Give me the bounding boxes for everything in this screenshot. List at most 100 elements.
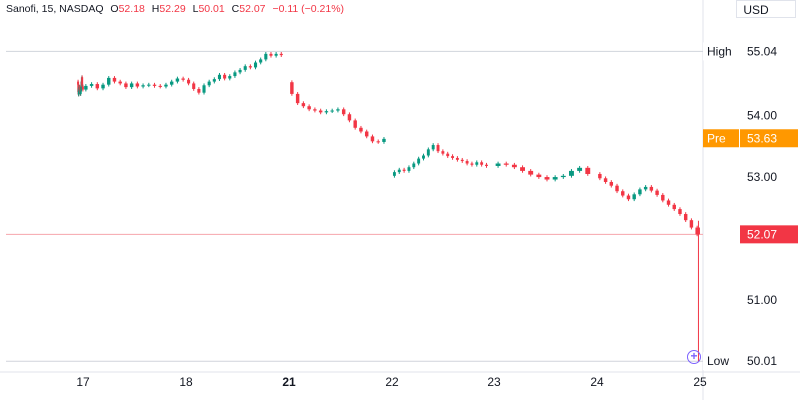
candle (382, 138, 386, 142)
candle (336, 109, 340, 111)
candle (392, 172, 396, 176)
candle (397, 169, 401, 173)
exchange-label: NASDAQ (59, 3, 104, 15)
candle (95, 84, 100, 89)
high-tag-label-bg (703, 42, 739, 61)
currency-selector[interactable]: USD (736, 0, 796, 18)
candle (129, 83, 134, 88)
candle (347, 114, 352, 121)
interval-label: 15 (41, 3, 54, 15)
pre-tag-value: 53.63 (747, 131, 777, 145)
candle (118, 81, 122, 84)
candle (223, 74, 227, 79)
candle (683, 214, 688, 221)
time-tick-label: 22 (385, 375, 399, 389)
low-value: 50.01 (198, 3, 225, 15)
time-tick-label: 17 (76, 375, 90, 389)
close-label: C (231, 3, 240, 15)
candle (678, 209, 682, 215)
close-value: 52.07 (239, 3, 266, 15)
candle (147, 84, 151, 86)
candle (560, 175, 566, 178)
candle (169, 81, 174, 85)
candle (475, 162, 479, 165)
candle (621, 191, 625, 196)
candle (124, 83, 128, 88)
candle (101, 84, 105, 89)
candle (301, 103, 306, 107)
last-tag-value: 52.07 (747, 227, 777, 241)
candle (436, 145, 440, 152)
candle (243, 66, 247, 70)
pre-tag-label: Pre (707, 131, 726, 145)
high-value: 52.29 (159, 3, 186, 15)
candle (81, 77, 84, 85)
candle (202, 85, 206, 93)
price-tick-label: 54.00 (747, 108, 777, 122)
candle (359, 127, 363, 132)
candle (197, 88, 201, 93)
candle (175, 78, 180, 82)
candle (313, 109, 317, 111)
final-candle (696, 227, 700, 235)
candle (615, 185, 619, 192)
change-value: −0.11 (272, 3, 299, 15)
candle (577, 167, 583, 171)
candle (485, 164, 488, 166)
candle (609, 181, 614, 186)
candle (295, 93, 300, 104)
candle (520, 167, 525, 171)
candle (248, 66, 252, 68)
candle (279, 53, 283, 56)
candle (89, 84, 94, 86)
time-tick-label: 21 (282, 375, 296, 389)
candle (259, 59, 263, 63)
candle (649, 186, 654, 191)
candle (441, 151, 445, 154)
candle (207, 81, 211, 86)
candle (238, 69, 242, 73)
candle (112, 77, 117, 82)
candle (330, 110, 334, 112)
candle (655, 190, 659, 195)
last-tag-value-bg (740, 225, 798, 244)
candle (217, 74, 222, 80)
time-tick-label: 23 (487, 375, 501, 389)
candle (107, 77, 111, 85)
candle (158, 85, 162, 87)
candle (536, 174, 542, 178)
time-tick-label: 24 (590, 375, 604, 389)
candle (79, 89, 82, 94)
pre-tag-label-bg (703, 129, 739, 148)
candle (370, 136, 375, 142)
candle (318, 110, 323, 113)
candle (187, 79, 191, 84)
candle (412, 163, 416, 168)
candle (544, 177, 550, 180)
candle (417, 158, 421, 164)
candle (431, 145, 435, 150)
candle (460, 159, 464, 162)
candle (164, 84, 168, 87)
low-label: L (192, 3, 199, 15)
event-marker-icon[interactable]: + (687, 350, 701, 364)
candle (470, 163, 474, 165)
candle (511, 164, 517, 168)
candle (626, 195, 631, 200)
open-label: O (110, 3, 119, 15)
candle (672, 204, 676, 210)
symbol-name: Sanofi (6, 3, 36, 15)
candle (495, 163, 501, 166)
candle (407, 167, 411, 171)
candle (228, 76, 232, 79)
time-tick-label: 18 (179, 375, 193, 389)
candle (376, 141, 380, 143)
candle (465, 161, 469, 164)
candle (324, 111, 329, 113)
candle (598, 173, 602, 179)
high-tag-value-bg (740, 42, 798, 61)
candle (341, 109, 346, 115)
candle (212, 79, 216, 82)
candle (364, 131, 369, 137)
